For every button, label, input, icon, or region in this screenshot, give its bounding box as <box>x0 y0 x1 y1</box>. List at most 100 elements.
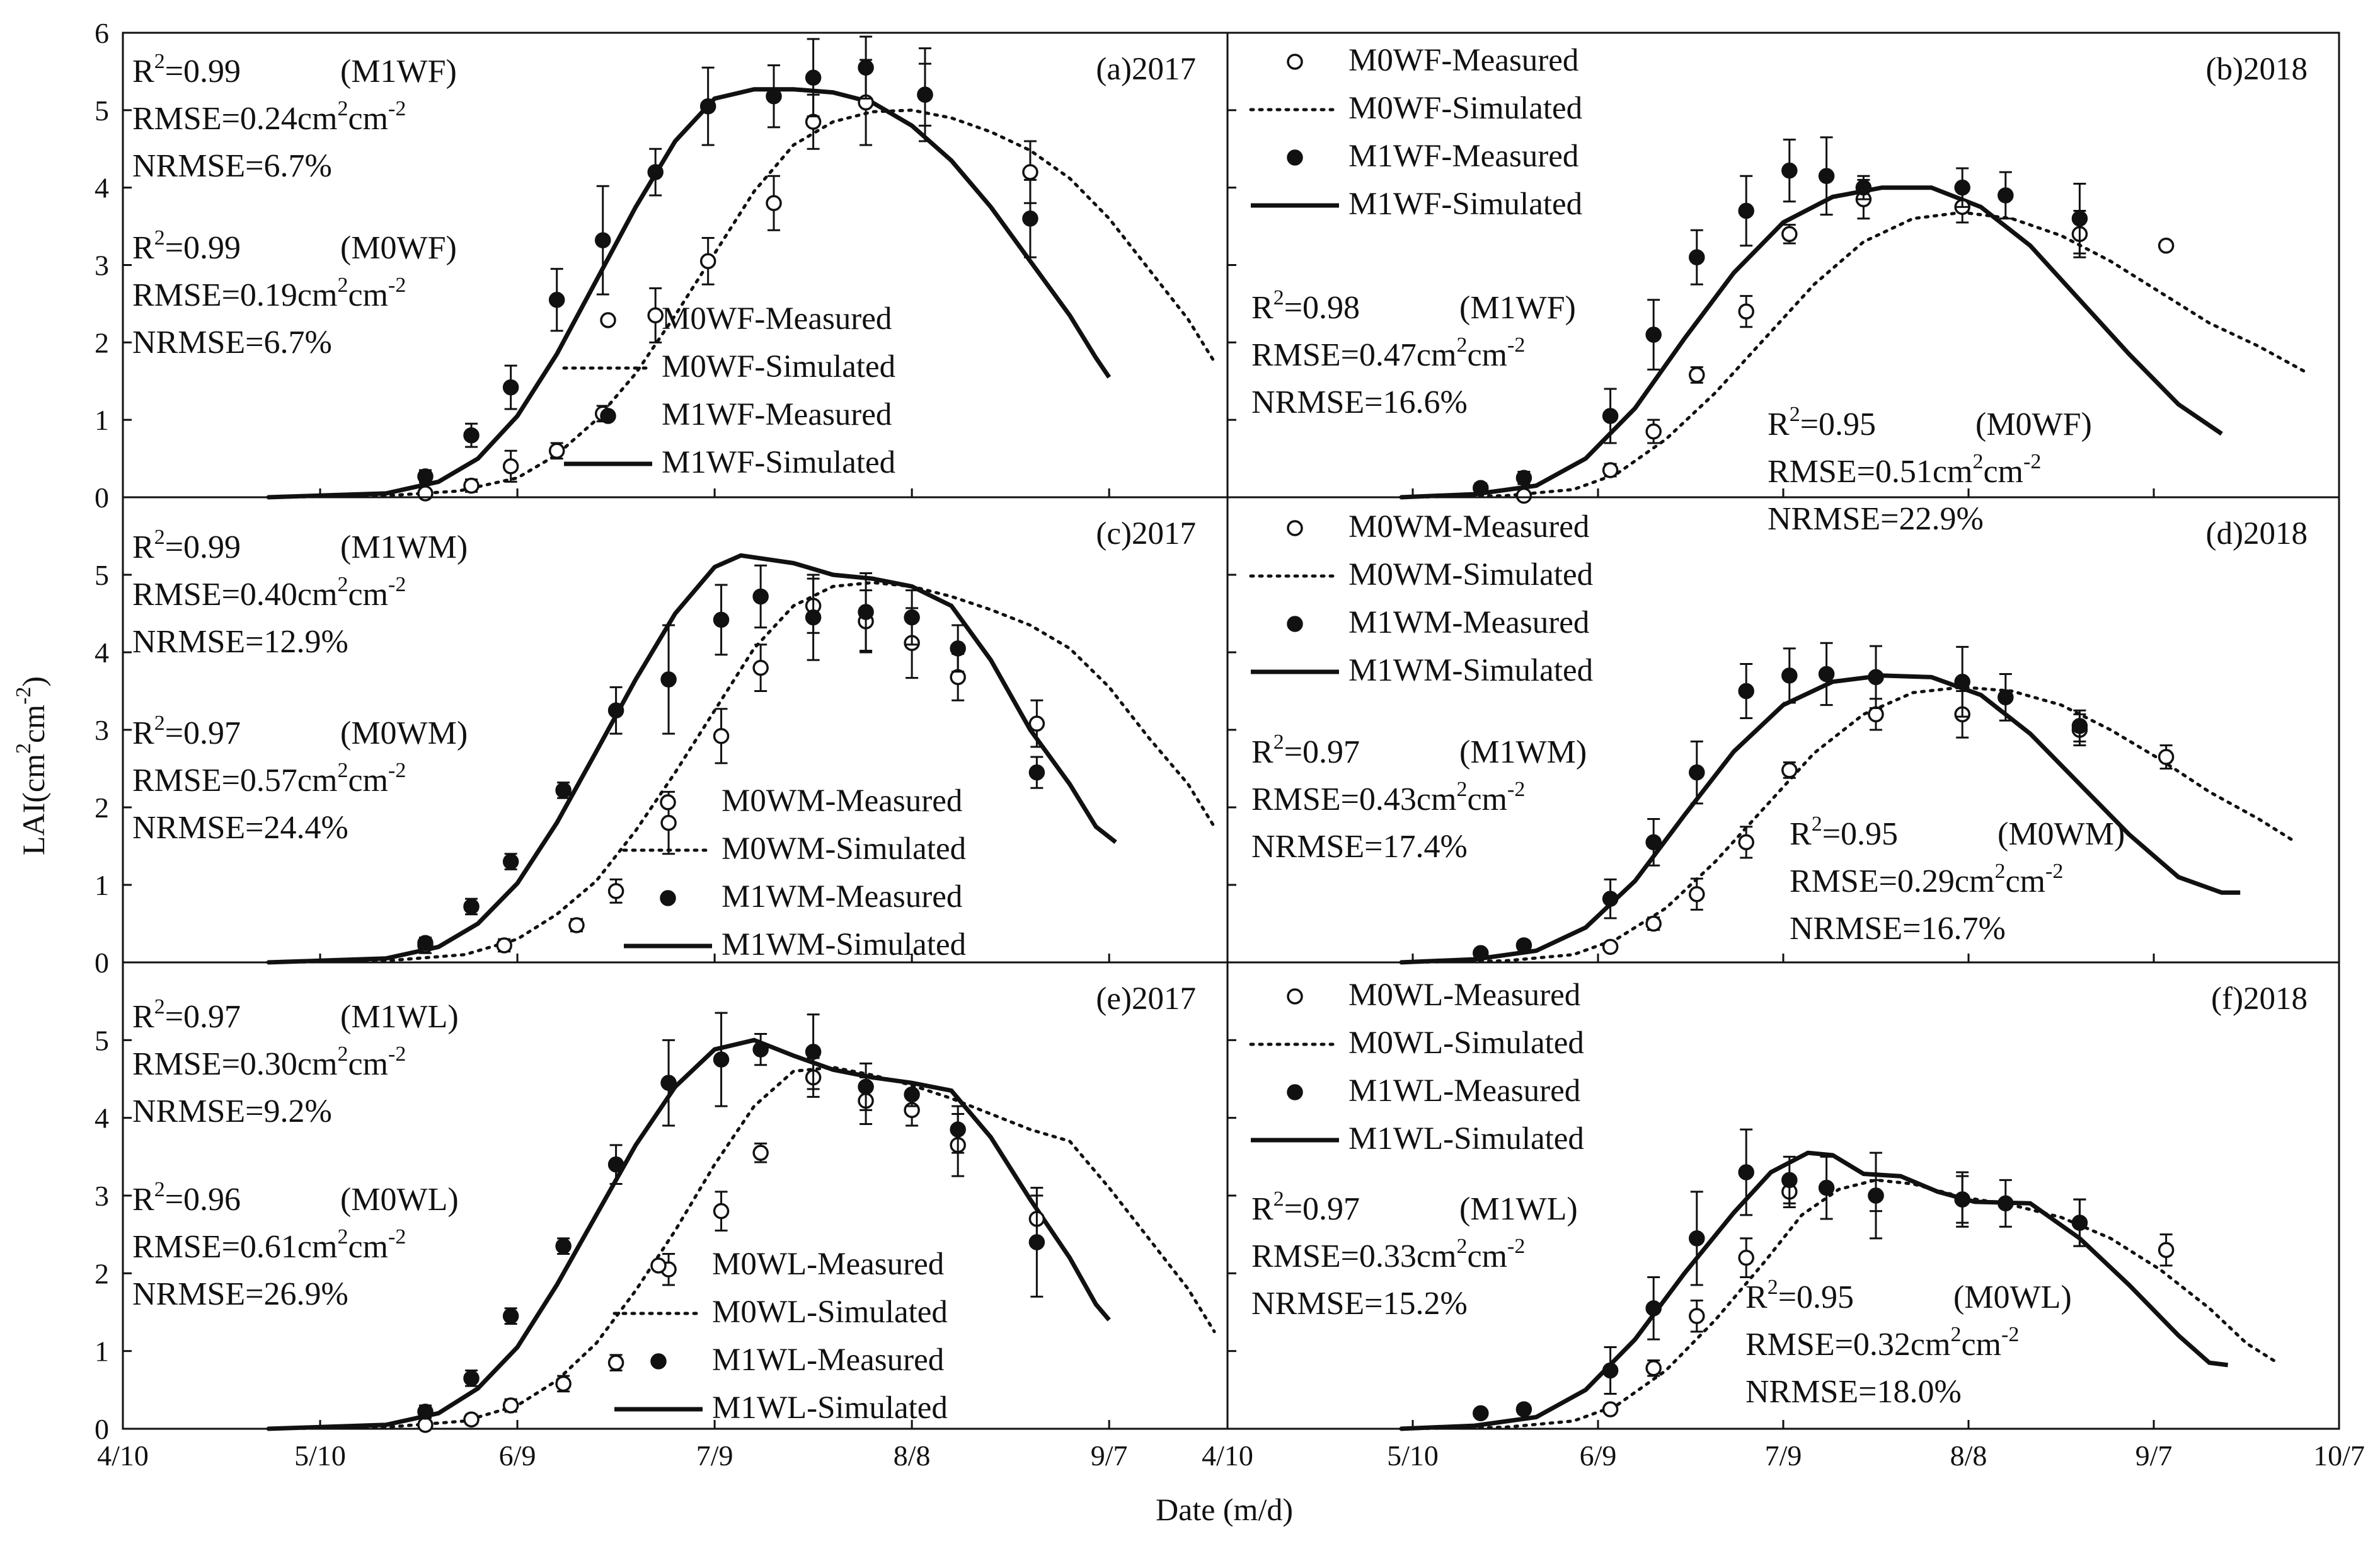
filled-marker <box>555 782 572 799</box>
data-point-m1wf-measured <box>417 468 434 485</box>
legend-item: M1WM-Simulated <box>1251 653 1593 688</box>
nrmse-label: NRMSE=15.2% <box>1251 1286 1468 1322</box>
y-tick-label: 0 <box>95 947 109 979</box>
filled-marker <box>1738 202 1754 219</box>
x-tick-label: 5/10 <box>1387 1439 1439 1472</box>
legend-item: M0WM-Simulated <box>622 831 966 867</box>
rmse-label: RMSE=0.51cm2cm-2 <box>1768 450 2041 490</box>
data-point-m0wf-measured <box>647 287 664 343</box>
data-point-m1wl-measured <box>1602 1346 1619 1395</box>
filled-marker <box>1868 1187 1884 1204</box>
legend-label: M0WM-Simulated <box>721 831 966 867</box>
open-marker <box>766 195 782 211</box>
data-point-m1wf-measured <box>1855 175 1872 200</box>
r-squared-label: R2=0.99 <box>132 526 241 565</box>
open-marker <box>752 659 769 676</box>
data-point-m0wm-measured <box>1602 938 1619 955</box>
r-squared-label: R2=0.98 <box>1251 286 1360 326</box>
filled-marker <box>904 609 920 626</box>
series-line-m1wf-simulated <box>267 87 1112 500</box>
series-line-m0wf-simulated <box>266 108 1216 499</box>
legend-item: M1WL-Simulated <box>1251 1121 1584 1157</box>
data-point-m1wm-measured <box>417 935 434 951</box>
data-point-m1wf-measured <box>1022 178 1038 258</box>
y-tick-label: 4 <box>95 172 109 204</box>
nrmse-label: NRMSE=16.7% <box>1790 911 2006 947</box>
open-marker <box>752 1145 769 1161</box>
data-point-m1wm-measured <box>1781 647 1798 704</box>
y-tick-label: 4 <box>95 637 109 669</box>
data-point-m1wl-measured <box>463 1370 480 1387</box>
filled-marker <box>1515 1401 1532 1417</box>
x-tick-label: 9/7 <box>1091 1439 1128 1472</box>
legend-item: M1WM-Simulated <box>624 927 966 962</box>
legend: M0WL-Measured M0WL-Simulated M1WL-Measured… <box>612 1247 948 1426</box>
filled-marker <box>660 1075 677 1091</box>
legend: M0WF-Measured M0WF-Simulated M1WF-Measured… <box>1249 43 1582 222</box>
filled-marker <box>502 853 519 870</box>
treatment-label: (M1WM) <box>340 529 468 565</box>
r-squared-label: R2=0.97 <box>1251 1187 1360 1227</box>
open-marker <box>463 477 480 494</box>
filled-marker <box>1515 937 1532 954</box>
data-point-m0wm-measured <box>568 917 585 933</box>
data-point-m1wm-measured <box>1515 937 1532 954</box>
data-point-m1wf-measured <box>1781 139 1798 203</box>
data-point-m0wf-measured <box>2158 238 2175 254</box>
filled-marker <box>950 1121 966 1138</box>
filled-marker <box>2071 1214 2088 1231</box>
open-marker <box>2158 749 2175 765</box>
data-point-m1wl-measured <box>858 1062 874 1111</box>
filled-marker <box>805 69 822 86</box>
legend-item: M0WF-Measured <box>600 301 892 337</box>
nrmse-label: NRMSE=22.9% <box>1768 501 1984 537</box>
data-point-m1wm-measured <box>1689 740 1705 805</box>
stats-block: R2=0.99 (M1WF) RMSE=0.24cm2cm-2 NRMSE=6.7% <box>132 50 457 184</box>
filled-marker <box>1855 179 1872 196</box>
data-point-m1wl-measured <box>1473 1405 1489 1422</box>
data-point-m1wm-measured <box>555 782 572 799</box>
r-squared-label: R2=0.99 <box>132 226 241 266</box>
legend-item: M0WL-Simulated <box>1249 1025 1584 1061</box>
open-marker <box>1738 1249 1754 1266</box>
r-squared-label: R2=0.95 <box>1745 1276 1854 1315</box>
filled-marker <box>607 702 624 718</box>
legend-label: M0WM-Measured <box>721 783 962 819</box>
data-point-m1wl-measured <box>502 1307 519 1325</box>
open-marker <box>1868 706 1884 723</box>
data-point-m0wm-measured <box>1781 761 1798 779</box>
filled-marker <box>1781 667 1798 684</box>
data-point-m0wm-measured <box>1738 826 1754 859</box>
x-tick-label: 8/8 <box>894 1439 931 1472</box>
x-tick-label: 8/8 <box>1950 1439 1987 1472</box>
legend-item: M0WF-Simulated <box>562 349 895 384</box>
filled-marker <box>713 1051 730 1068</box>
stats-block: R2=0.97 (M0WM) RMSE=0.57cm2cm-2 NRMSE=24.4% <box>132 712 468 846</box>
filled-marker <box>548 292 565 308</box>
filled-marker <box>463 427 480 444</box>
data-point-m1wm-measured <box>1818 642 1835 707</box>
data-point-m1wm-measured <box>950 624 966 673</box>
filled-marker <box>2071 211 2088 227</box>
rmse-label: RMSE=0.43cm2cm-2 <box>1251 778 1525 817</box>
data-point-m0wf-measured <box>463 477 480 494</box>
legend-label: M0WM-Simulated <box>1348 557 1593 592</box>
filled-marker <box>713 611 730 628</box>
legend-open-marker <box>1287 520 1303 536</box>
legend-item: M1WF-Measured <box>1287 139 1578 174</box>
y-tick-label: 1 <box>95 1335 109 1368</box>
panels: 0 1 2 3 4 5 6 (a)2017 R2=0.99 (M1WF) RMSE=0.24cm2c… <box>95 17 2365 1472</box>
data-point-m1wl-measured <box>1868 1151 1884 1240</box>
stats-block: R2=0.97 (M1WL) RMSE=0.33cm2cm-2 NRMSE=15.2% <box>1251 1187 1578 1322</box>
rmse-label: RMSE=0.32cm2cm-2 <box>1745 1323 2019 1363</box>
panel-c: 0 1 2 3 4 5 (c)2017 R2=0.99 (M1WM) RMSE=0.40cm2cm… <box>95 496 1229 979</box>
stats-block: R2=0.98 (M1WF) RMSE=0.47cm2cm-2 NRMSE=16.6% <box>1251 286 1576 420</box>
panel-label: (d)2018 <box>2206 516 2308 551</box>
open-marker <box>417 1417 434 1433</box>
data-point-m0wl-measured <box>555 1375 572 1393</box>
y-axis-title: LAI(cm2cm-2) <box>12 676 51 855</box>
data-point-m1wm-measured <box>607 686 624 735</box>
data-point-m1wl-measured <box>713 1012 730 1107</box>
data-point-m1wm-measured <box>1868 645 1884 710</box>
legend-item: M1WM-Measured <box>660 879 962 914</box>
